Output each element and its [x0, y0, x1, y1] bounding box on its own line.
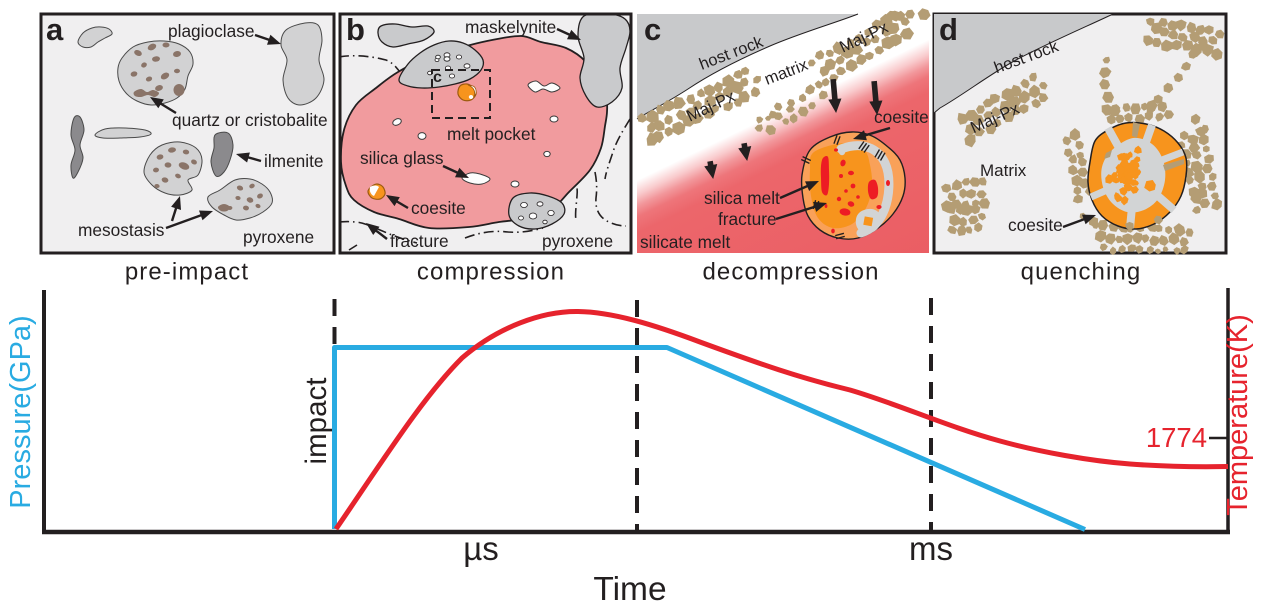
- svg-text:maskelynite: maskelynite: [465, 17, 556, 37]
- svg-text:ilmenite: ilmenite: [264, 151, 324, 171]
- svg-text:pyroxene: pyroxene: [542, 231, 613, 251]
- svg-text:melt pocket: melt pocket: [447, 124, 536, 144]
- svg-text:fracture: fracture: [390, 231, 449, 251]
- svg-text:compression: compression: [417, 259, 565, 286]
- svg-text:plagioclase: plagioclase: [168, 21, 254, 41]
- svg-text:Pressure(GPa): Pressure(GPa): [5, 315, 37, 508]
- svg-text:mesostasis: mesostasis: [78, 220, 165, 240]
- svg-text:Time: Time: [593, 571, 666, 608]
- svg-text:Temperature(K): Temperature(K): [1222, 314, 1254, 515]
- svg-text:pre-impact: pre-impact: [125, 259, 249, 286]
- svg-text:coesite: coesite: [874, 107, 929, 127]
- svg-text:c: c: [433, 69, 442, 86]
- svg-text:silicate melt: silicate melt: [640, 232, 730, 252]
- svg-text:fracture: fracture: [718, 209, 777, 229]
- svg-text:ms: ms: [909, 530, 953, 567]
- svg-text:1774: 1774: [1146, 422, 1207, 453]
- svg-text:µs: µs: [463, 530, 499, 567]
- svg-text:pyroxene: pyroxene: [243, 227, 314, 247]
- svg-text:silica melt: silica melt: [704, 188, 780, 208]
- svg-text:impact: impact: [300, 378, 333, 465]
- svg-text:quartz or cristobalite: quartz or cristobalite: [172, 110, 328, 130]
- svg-text:Matrix: Matrix: [980, 161, 1027, 180]
- svg-text:quenching: quenching: [1021, 259, 1142, 286]
- svg-text:silica glass: silica glass: [360, 148, 444, 168]
- svg-text:d: d: [939, 12, 958, 47]
- svg-text:b: b: [346, 12, 365, 47]
- svg-text:coesite: coesite: [1008, 215, 1063, 235]
- svg-text:c: c: [644, 12, 661, 47]
- svg-text:a: a: [46, 12, 64, 47]
- svg-text:decompression: decompression: [702, 259, 879, 286]
- svg-text:coesite: coesite: [411, 198, 466, 218]
